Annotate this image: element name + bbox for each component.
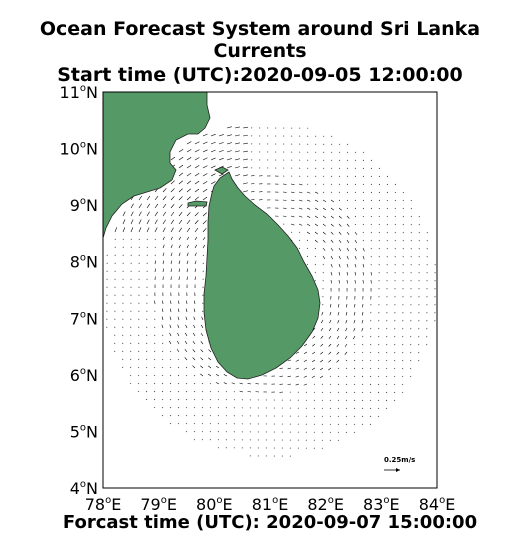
forecast-time-label: Forcast time (UTC): 2020-09-07 15:00:00	[62, 512, 478, 533]
lon-tick-78: 78oE	[85, 495, 122, 514]
latitude-tick-labels: 4oN 5oN 6oN 7oN 8oN 9oN 10oN 11oN	[60, 83, 98, 498]
lat-tick-5: 5oN	[70, 422, 98, 441]
lat-tick-4: 4oN	[70, 479, 98, 498]
lon-tick-82: 82oE	[307, 495, 344, 514]
lon-tick-84: 84oE	[419, 495, 456, 514]
start-time-label: Start time (UTC):2020-09-05 12:00:00	[57, 64, 463, 86]
lat-tick-7: 7oN	[70, 309, 98, 328]
longitude-tick-labels: 78oE 79oE 80oE 81oE 82oE 83oE 84oE	[85, 495, 456, 514]
sri-lanka-landmass	[203, 171, 321, 380]
lat-tick-9: 9oN	[70, 196, 98, 215]
current-vectors	[106, 126, 436, 457]
lon-tick-79: 79oE	[140, 495, 177, 514]
jaffna-islet	[214, 166, 229, 175]
map-subtitle: Currents	[213, 40, 307, 62]
lon-tick-80: 80oE	[196, 495, 233, 514]
india-landmass	[103, 92, 211, 239]
scale-arrow-legend: 0.25m/s	[384, 456, 415, 472]
scale-label: 0.25m/s	[384, 456, 415, 464]
lat-tick-11: 11oN	[60, 83, 98, 102]
map-title: Ocean Forecast System around Sri Lanka	[39, 18, 481, 40]
lon-tick-81: 81oE	[252, 495, 289, 514]
mannar-island	[187, 200, 208, 207]
lat-tick-10: 10oN	[60, 140, 98, 159]
current-vector-field	[106, 126, 436, 457]
lon-tick-83: 83oE	[363, 495, 400, 514]
scale-arrow-head	[396, 468, 400, 472]
lat-tick-6: 6oN	[70, 366, 98, 385]
lat-tick-8: 8oN	[70, 253, 98, 272]
plot-frame	[102, 91, 438, 489]
